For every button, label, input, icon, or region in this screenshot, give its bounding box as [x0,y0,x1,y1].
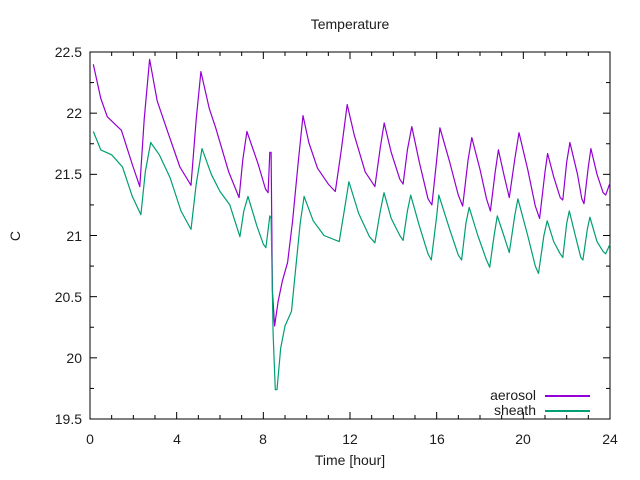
x-axis-label: Time [hour] [314,452,386,468]
legend-label-aerosol: aerosol [490,387,536,403]
x-tick-label: 16 [429,431,445,447]
legend-label-sheath: sheath [493,402,536,418]
legend-item-aerosol: aerosol [490,388,590,403]
chart-title: Temperature [310,16,390,32]
x-tick-label: 20 [515,431,531,447]
plot-border [89,51,611,420]
sheath-line [92,131,611,391]
x-tick-label: 24 [602,431,618,447]
y-tick-label: 21.5 [54,166,82,182]
sheath-line-sample [545,409,590,412]
x-tick-label: 4 [173,431,181,447]
x-tick-label: 12 [342,431,358,447]
aerosol-line [92,58,611,327]
y-tick-label: 21 [66,228,82,244]
x-tick-label: 8 [259,431,267,447]
y-tick-label: 20 [66,350,82,366]
y-tick-label: 20.5 [54,289,82,305]
aerosol-line-sample [545,394,590,397]
legend-item-sheath: sheath [490,403,590,418]
y-tick-label: 22 [66,105,82,121]
legend: aerosol sheath [490,388,590,418]
y-tick-label: 22.5 [54,44,82,60]
y-axis-label: C [7,230,23,242]
x-tick-label: 0 [86,431,94,447]
y-tick-label: 19.5 [54,411,82,427]
